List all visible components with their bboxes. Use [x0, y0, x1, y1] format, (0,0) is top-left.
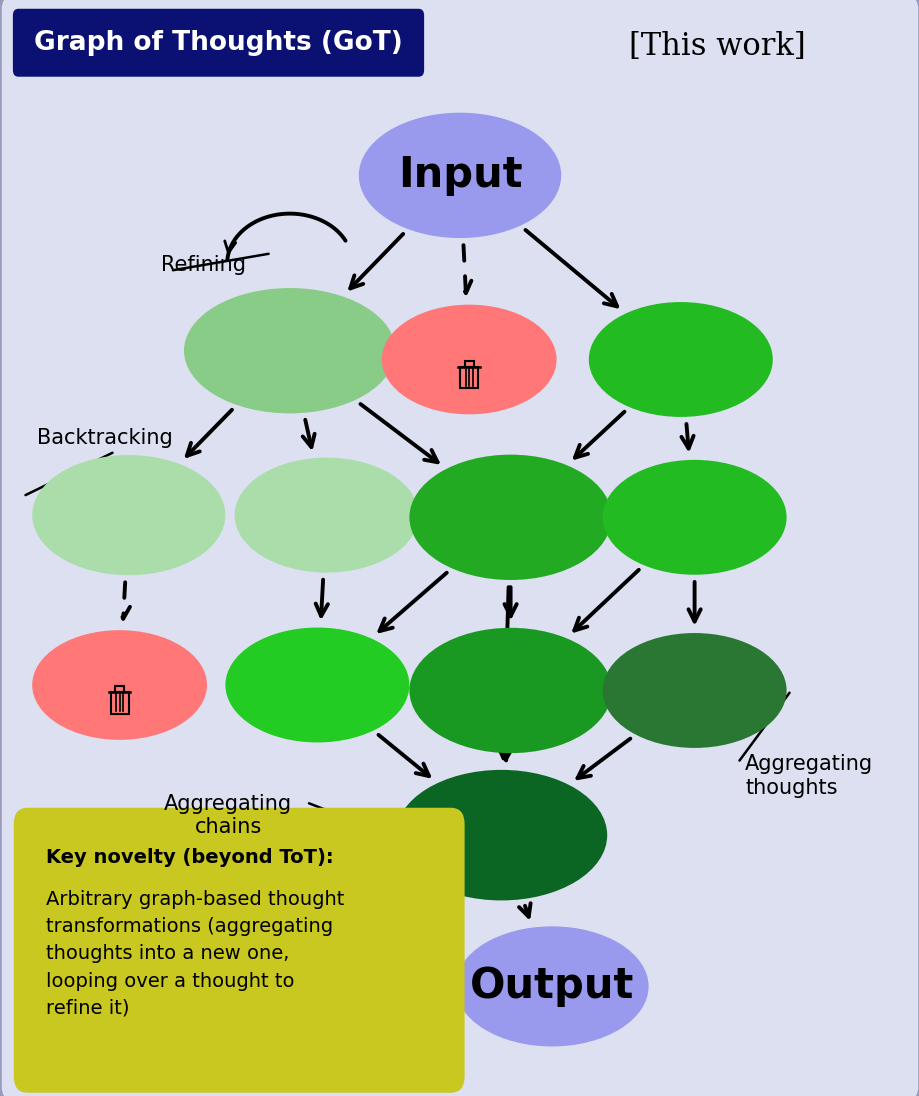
Text: Aggregating
chains: Aggregating chains — [164, 794, 292, 837]
Text: Refining: Refining — [161, 255, 245, 275]
Text: Output: Output — [470, 966, 633, 1007]
Ellipse shape — [381, 305, 556, 414]
Ellipse shape — [602, 633, 786, 747]
Ellipse shape — [395, 769, 607, 901]
Text: Key novelty (beyond ToT):: Key novelty (beyond ToT): — [46, 848, 334, 867]
Ellipse shape — [32, 630, 207, 740]
FancyBboxPatch shape — [13, 9, 424, 77]
Text: Arbitrary graph-based thought
transformations (aggregating
thoughts into a new o: Arbitrary graph-based thought transforma… — [46, 890, 344, 1018]
Ellipse shape — [184, 288, 395, 413]
Ellipse shape — [225, 628, 409, 742]
Text: Aggregating
thoughts: Aggregating thoughts — [744, 754, 872, 798]
Text: Backtracking: Backtracking — [37, 429, 173, 448]
Ellipse shape — [588, 302, 772, 416]
FancyBboxPatch shape — [14, 808, 464, 1093]
Text: Input: Input — [397, 155, 522, 196]
Ellipse shape — [602, 460, 786, 574]
Ellipse shape — [234, 458, 418, 572]
Ellipse shape — [409, 628, 611, 753]
Ellipse shape — [409, 455, 611, 580]
Ellipse shape — [358, 113, 561, 238]
Text: [This work]: [This work] — [629, 31, 805, 61]
Ellipse shape — [455, 926, 648, 1047]
Text: Graph of Thoughts (GoT): Graph of Thoughts (GoT) — [34, 30, 402, 56]
Ellipse shape — [32, 455, 225, 575]
